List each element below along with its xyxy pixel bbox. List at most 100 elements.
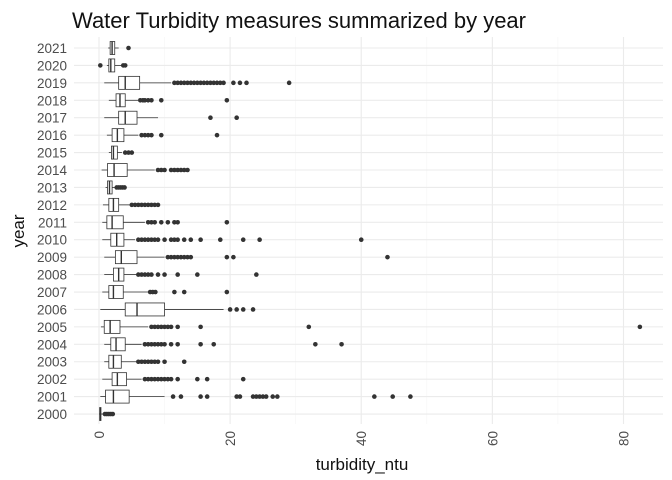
- outlier-point: [188, 80, 194, 86]
- outlier-point: [145, 132, 151, 138]
- outlier-point: [126, 150, 131, 155]
- outlier-point: [152, 342, 158, 347]
- chart-title: Water Turbidity measures summarized by y…: [72, 8, 526, 33]
- outlier-point: [181, 289, 187, 295]
- outlier-point: [162, 376, 167, 382]
- outlier-point: [152, 220, 158, 225]
- iqr-box: [118, 75, 141, 90]
- outlier-point: [240, 237, 246, 243]
- outlier-point: [172, 80, 177, 86]
- x-tick-label: 20: [223, 431, 238, 446]
- outlier-point: [172, 289, 177, 295]
- outlier-point: [158, 97, 164, 103]
- box-2012: [102, 197, 161, 212]
- outlier-point: [339, 342, 344, 347]
- outlier-point: [195, 272, 200, 277]
- grid-lines: [74, 37, 663, 424]
- outlier-point: [240, 307, 246, 312]
- outlier-point: [162, 167, 167, 173]
- outlier-point: [214, 80, 220, 86]
- outlier-point: [211, 80, 217, 86]
- iqr-box: [114, 250, 138, 265]
- outlier-point: [263, 394, 269, 399]
- outlier-point: [221, 80, 226, 86]
- box-2014: [101, 163, 190, 177]
- iqr-box: [107, 163, 128, 177]
- iqr-box: [108, 58, 116, 73]
- iqr-box: [106, 215, 124, 230]
- box-2008: [104, 267, 259, 282]
- outlier-point: [237, 394, 243, 399]
- outlier-point: [149, 220, 154, 225]
- outlier-point: [313, 342, 318, 347]
- outlier-point: [286, 80, 292, 86]
- outlier-point: [155, 237, 161, 243]
- outlier-point: [145, 342, 151, 347]
- boxplot-series: [98, 41, 643, 421]
- outlier-point: [155, 202, 161, 208]
- outlier-point: [155, 272, 161, 277]
- iqr-box: [111, 145, 118, 160]
- outlier-point: [142, 272, 148, 277]
- box-2007: [102, 285, 230, 299]
- outlier-point: [224, 97, 230, 103]
- box-2010: [102, 232, 364, 247]
- outlier-point: [214, 132, 220, 138]
- outlier-point: [162, 342, 167, 347]
- outlier-point: [110, 411, 116, 417]
- outlier-point: [158, 376, 164, 382]
- outlier-point: [129, 202, 135, 208]
- outlier-point: [139, 202, 144, 208]
- outlier-point: [198, 80, 203, 86]
- x-tick-label: 60: [485, 431, 500, 446]
- outlier-point: [185, 80, 190, 86]
- box-2015: [108, 145, 135, 160]
- outlier-point: [155, 324, 161, 330]
- x-tick-label: 80: [616, 431, 631, 446]
- y-tick-label: 2004: [37, 337, 68, 352]
- outlier-point: [257, 237, 262, 243]
- iqr-box: [118, 110, 138, 125]
- outlier-point: [185, 254, 190, 260]
- outlier-point: [149, 237, 154, 243]
- iqr-box: [105, 389, 130, 404]
- outlier-point: [181, 80, 187, 86]
- outlier-point: [181, 359, 187, 365]
- box-2003: [104, 354, 187, 369]
- outlier-point: [231, 254, 236, 260]
- y-tick-label: 2012: [37, 198, 67, 213]
- outlier-point: [145, 376, 151, 382]
- outlier-point: [181, 167, 187, 173]
- outlier-point: [149, 202, 154, 208]
- outlier-point: [152, 359, 158, 365]
- outlier-point: [168, 237, 174, 243]
- outlier-point: [234, 115, 239, 121]
- outlier-point: [175, 272, 180, 277]
- box-2004: [104, 337, 344, 352]
- outlier-point: [152, 324, 158, 330]
- outlier-point: [224, 220, 230, 225]
- outlier-point: [372, 394, 377, 399]
- outlier-point: [198, 324, 203, 330]
- outlier-point: [165, 324, 171, 330]
- outlier-point: [198, 237, 203, 243]
- outlier-point: [175, 254, 180, 260]
- outlier-point: [162, 272, 167, 277]
- y-axis-label: year: [9, 214, 28, 247]
- box-2009: [104, 250, 390, 265]
- outlier-point: [122, 63, 128, 68]
- outlier-point: [158, 132, 164, 138]
- outlier-point: [172, 167, 177, 173]
- outlier-point: [172, 237, 177, 243]
- y-tick-label: 2014: [37, 163, 68, 178]
- outlier-point: [122, 185, 127, 190]
- outlier-point: [142, 202, 148, 208]
- outlier-point: [195, 376, 200, 382]
- outlier-point: [358, 237, 364, 243]
- outlier-point: [234, 307, 239, 312]
- box-2006: [100, 302, 256, 317]
- y-tick-label: 2015: [37, 146, 67, 161]
- outlier-point: [250, 394, 256, 399]
- outlier-point: [149, 359, 154, 365]
- y-tick-label: 2005: [37, 320, 67, 335]
